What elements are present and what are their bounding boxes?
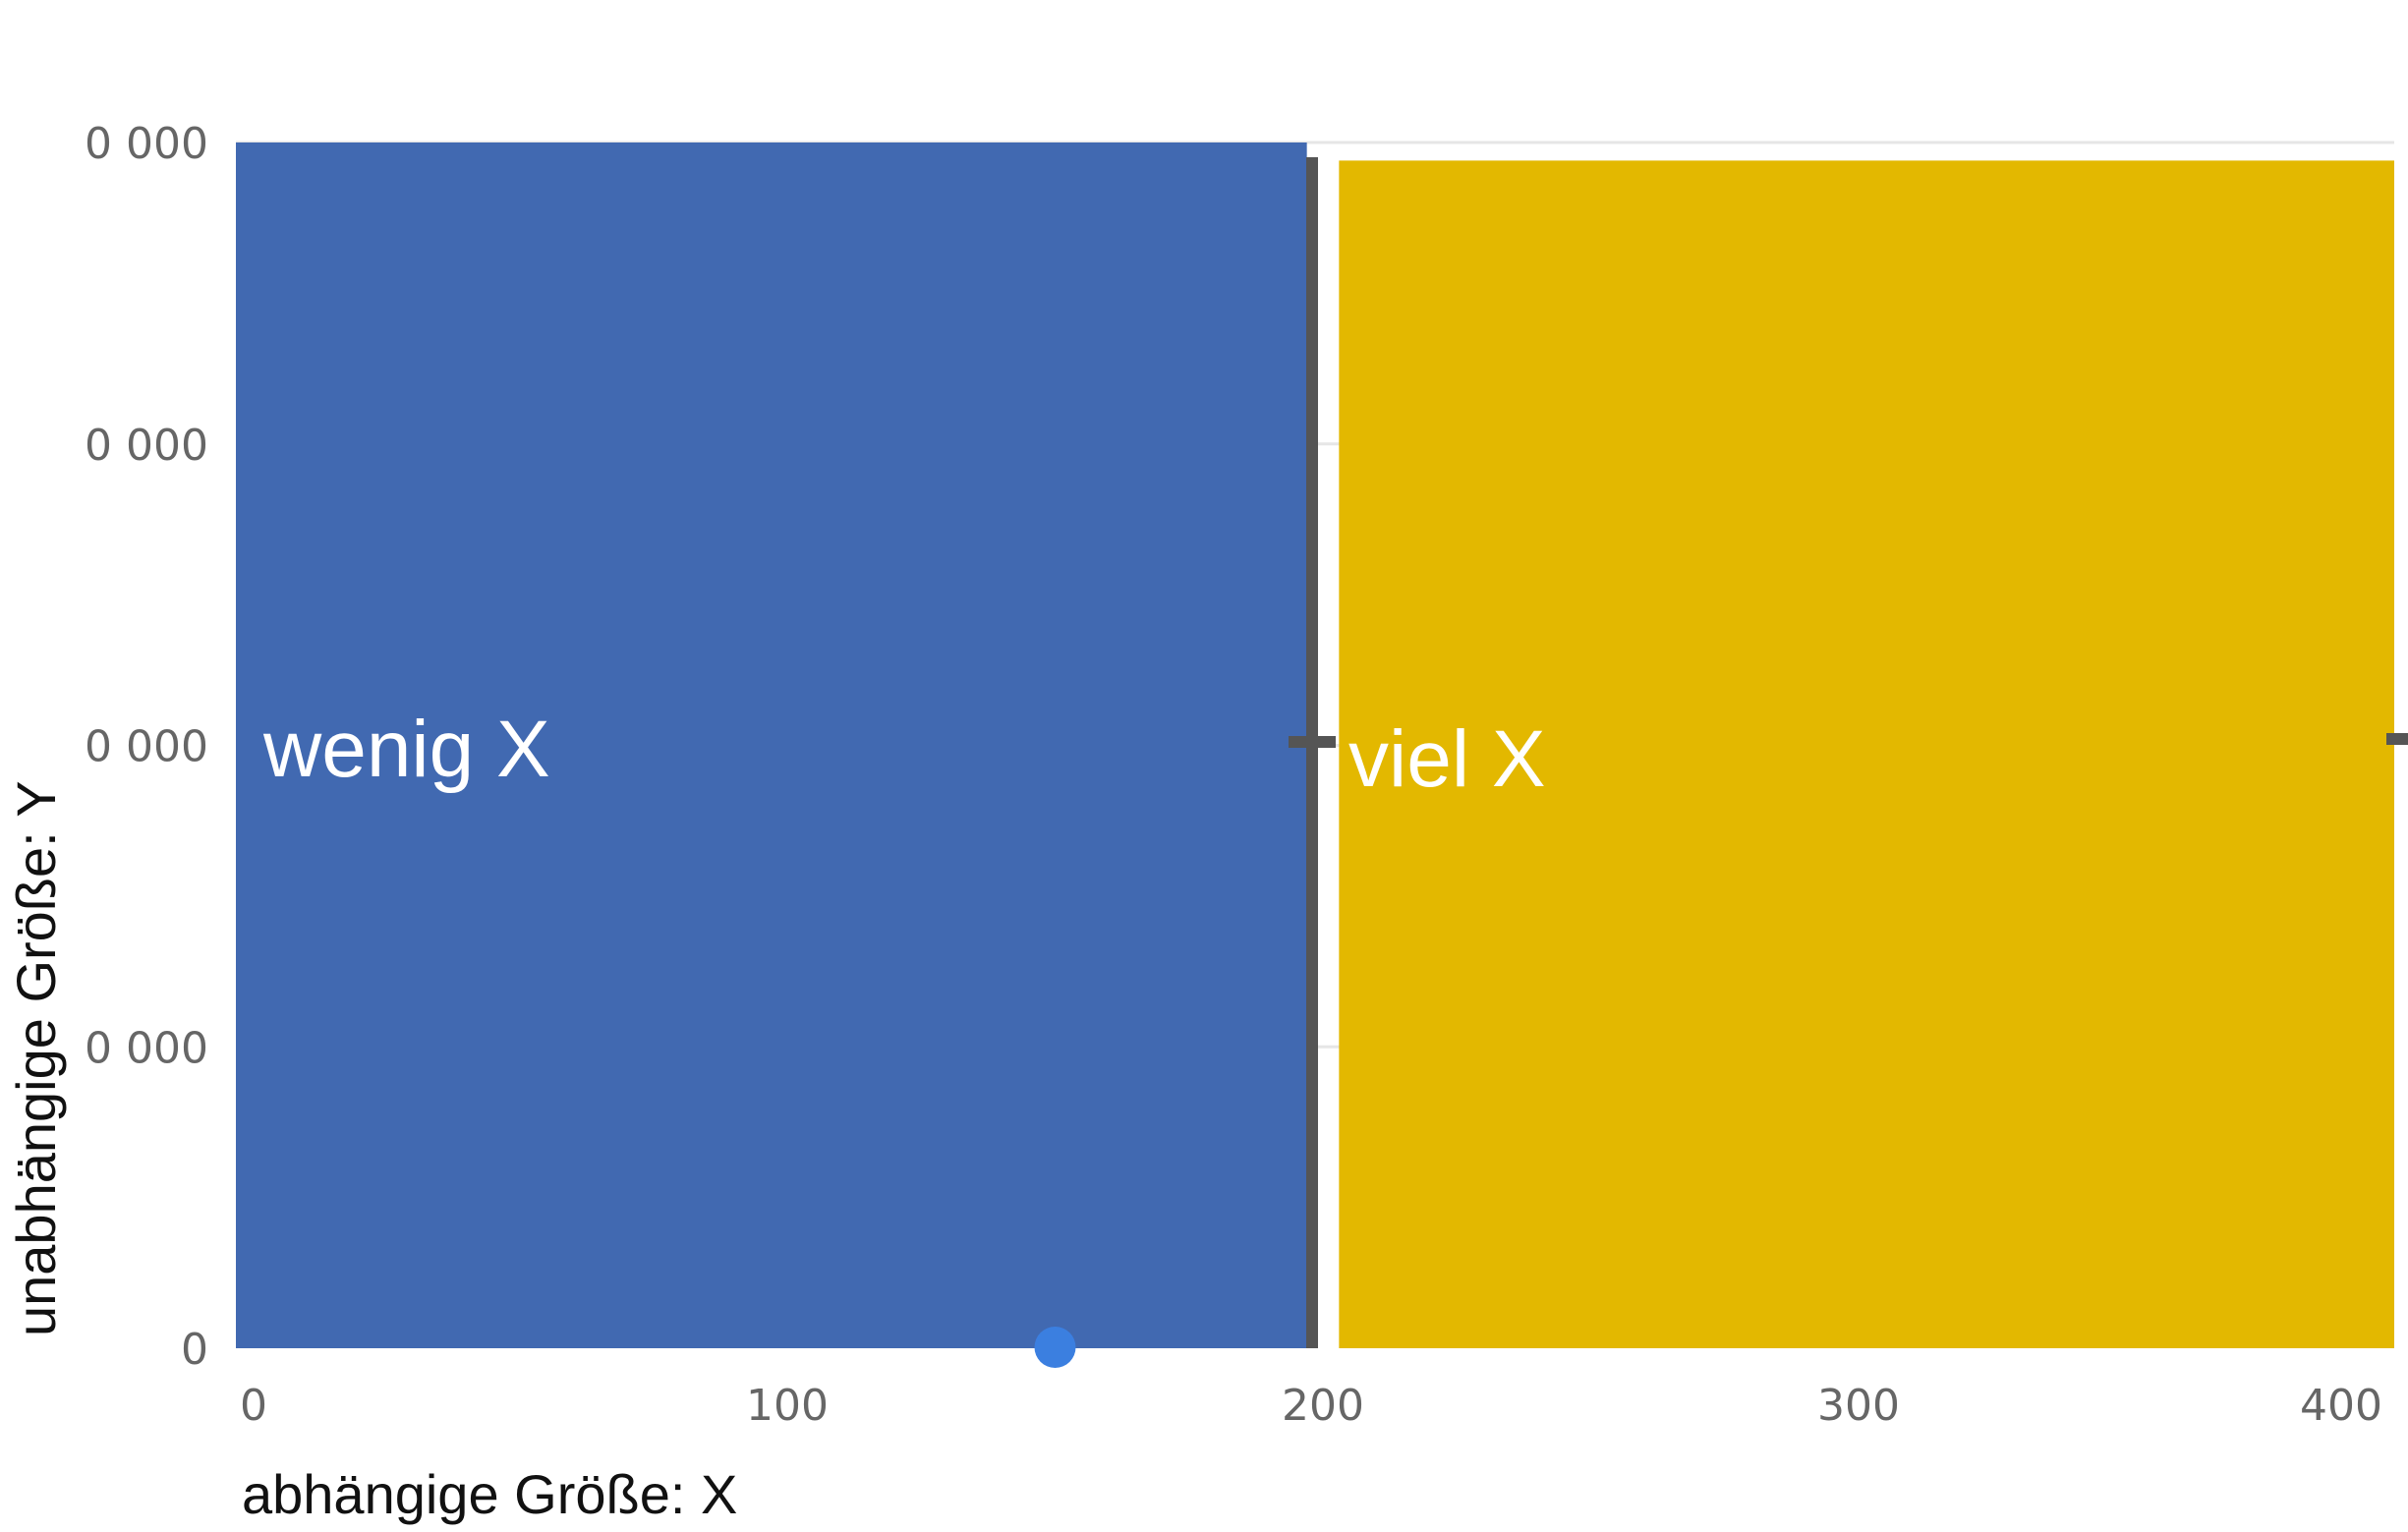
x-tick-label: 200 (1282, 1381, 1364, 1431)
y-tick-label: 0 (181, 1325, 208, 1375)
point-layer (1034, 1327, 1076, 1368)
x-tick-label: 0 (240, 1381, 267, 1431)
y-tick-labels: 0 0 000 0 000 0 000 0 000 (85, 119, 208, 1375)
y-tick-label: 0 000 (85, 1023, 208, 1073)
divider-layer (1289, 157, 2408, 1348)
region-label: viel X (1348, 714, 1546, 804)
highlight-point (1034, 1327, 1076, 1368)
region-0 (236, 142, 1307, 1348)
x-tick-label: 400 (2300, 1381, 2382, 1431)
x-tick-label: 300 (1817, 1381, 1900, 1431)
y-tick-label: 0 000 (85, 421, 208, 471)
region-label: wenig X (262, 705, 550, 794)
region-1 (1339, 160, 2394, 1348)
x-axis-title: abhängige Größe: X (242, 1463, 737, 1525)
region-labels: wenig X viel X (262, 705, 1546, 804)
y-axis-title: unabhängige Größe: Y (5, 780, 67, 1336)
x-tick-labels: 0 100 200 300 400 (240, 1381, 2382, 1431)
y-tick-label: 0 000 (85, 722, 208, 772)
x-tick-label: 100 (746, 1381, 829, 1431)
region-layer (236, 142, 2394, 1348)
y-tick-label: 0 000 (85, 119, 208, 169)
